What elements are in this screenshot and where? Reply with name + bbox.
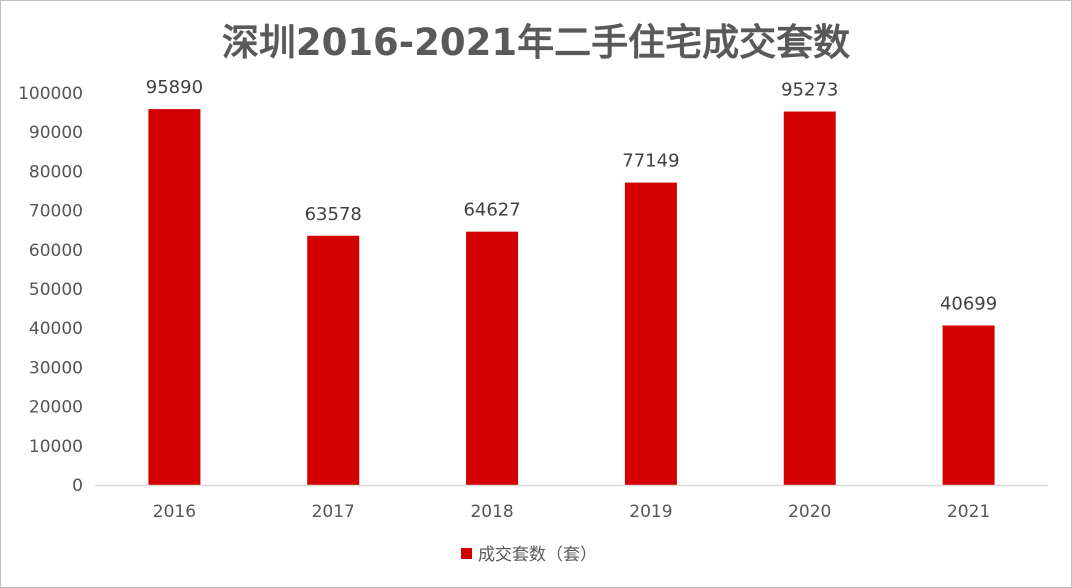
y-tick-label: 80000 (29, 162, 83, 182)
legend: 成交套数（套） (461, 545, 597, 565)
bar (783, 111, 836, 485)
y-axis: 0 10000 20000 30000 40000 50000 60000 70000 8000… (18, 84, 83, 496)
x-axis: 2016 2017 2018 2019 2020 2021 (153, 502, 990, 522)
data-label: 40699 (940, 293, 997, 314)
y-tick-label: 30000 (29, 358, 83, 378)
bar (307, 235, 360, 485)
x-tick-label: 2016 (153, 502, 196, 522)
data-label: 95890 (146, 77, 203, 98)
x-tick-label: 2020 (788, 502, 831, 522)
y-tick-label: 100000 (18, 84, 83, 104)
bar (148, 109, 201, 485)
x-tick-label: 2017 (312, 502, 355, 522)
y-tick-label: 10000 (29, 437, 83, 457)
y-tick-label: 50000 (29, 280, 83, 300)
data-label: 95273 (781, 80, 838, 101)
bar (624, 182, 677, 485)
bars: 95890 63578 64627 77149 95273 40699 (146, 77, 997, 485)
y-tick-label: 90000 (29, 123, 83, 143)
chart-title: 深圳2016-2021年二手住宅成交套数 (222, 21, 850, 64)
bar (942, 325, 995, 485)
bar (466, 231, 519, 485)
legend-swatch (461, 548, 472, 559)
y-tick-label: 60000 (29, 241, 83, 261)
data-label: 64627 (463, 200, 520, 221)
x-tick-label: 2018 (470, 502, 513, 522)
y-tick-label: 0 (72, 476, 83, 496)
data-label: 63578 (305, 204, 362, 225)
legend-label: 成交套数（套） (478, 545, 597, 565)
x-tick-label: 2021 (947, 502, 990, 522)
x-tick-label: 2019 (629, 502, 672, 522)
data-label: 77149 (622, 151, 679, 172)
y-tick-label: 20000 (29, 398, 83, 418)
y-tick-label: 40000 (29, 319, 83, 339)
y-tick-label: 70000 (29, 202, 83, 222)
